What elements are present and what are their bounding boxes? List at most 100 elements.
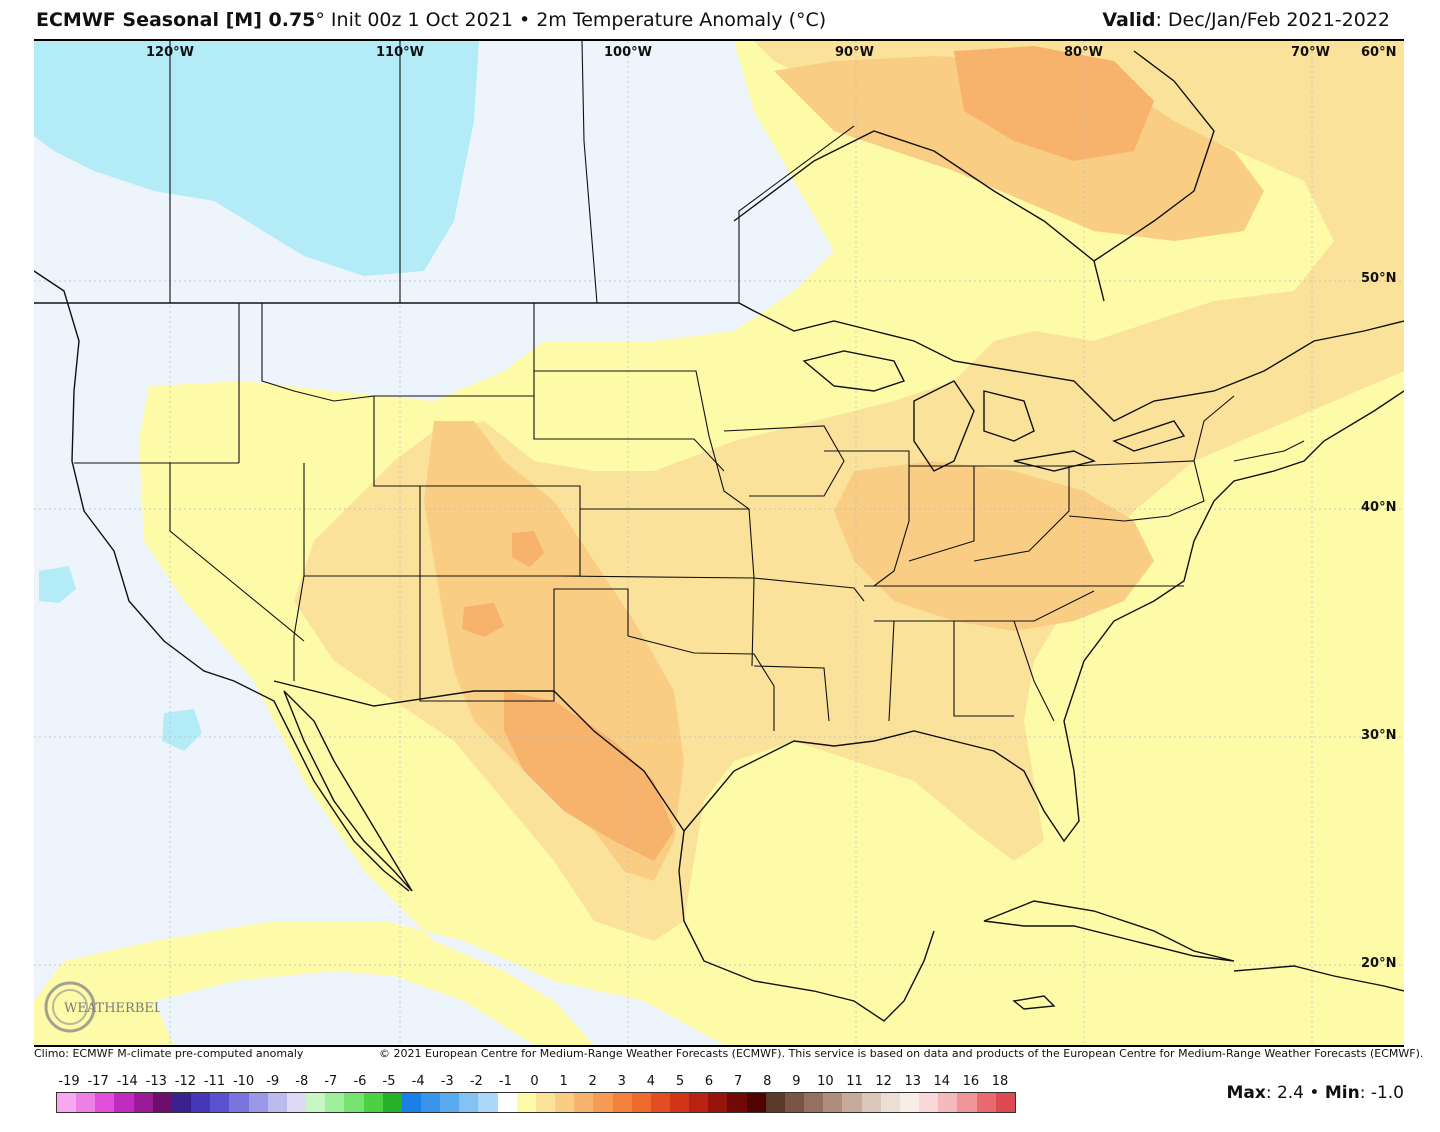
colorbar-tick-label: 10 (817, 1074, 834, 1089)
valid-period: Valid: Dec/Jan/Feb 2021-2022 (1102, 9, 1390, 31)
model-degree: ° (315, 9, 325, 31)
colorbar-swatch (344, 1093, 364, 1112)
colorbar-swatch (593, 1093, 613, 1112)
colorbar-swatch (191, 1093, 211, 1112)
colorbar-tick-label: 6 (704, 1074, 714, 1089)
lat-label-50n: 50°N (1361, 271, 1397, 286)
colorbar-swatch (401, 1093, 421, 1112)
colorbar-swatch (382, 1093, 402, 1112)
max-min-stats: Max: 2.4 • Min: -1.0 (1226, 1083, 1404, 1103)
colorbar-tick-label: 16 (962, 1074, 980, 1089)
map-title: ECMWF Seasonal [M] 0.75° Init 00z 1 Oct … (36, 9, 826, 31)
cool-anomaly-area-pacific (162, 709, 202, 751)
colorbar-swatch (229, 1093, 249, 1112)
colorbar-swatch (784, 1093, 805, 1112)
colorbar-swatch (880, 1093, 900, 1112)
colorbar-swatch (823, 1093, 843, 1112)
colorbar-swatch (420, 1093, 441, 1112)
colorbar-swatch (995, 1093, 1015, 1112)
colorbar-swatch (804, 1093, 824, 1112)
colorbar-swatch (267, 1093, 287, 1112)
lat-label-40n: 40°N (1361, 500, 1397, 515)
lon-label-100w: 100°W (604, 45, 652, 60)
lat-label-20n: 20°N (1361, 956, 1397, 971)
map-canvas (34, 41, 1404, 1045)
colorbar-swatch (459, 1093, 479, 1112)
colorbar-swatch (152, 1093, 172, 1112)
lat-label-30n: 30°N (1361, 728, 1397, 743)
valid-label: Valid (1102, 9, 1156, 31)
colorbar-tick-label: -8 (295, 1074, 309, 1089)
colorbar-swatch (976, 1093, 996, 1112)
colorbar-tick-label: -10 (232, 1074, 255, 1089)
colorbar-tick-label: -3 (440, 1074, 454, 1089)
colorbar-tick-label: 2 (588, 1074, 597, 1089)
colorbar-swatch (842, 1093, 862, 1112)
colorbar-swatch (957, 1093, 977, 1112)
colorbar-swatch (57, 1093, 77, 1112)
colorbar-tick-label: -5 (382, 1074, 396, 1089)
lon-label-120w: 120°W (146, 45, 194, 60)
warm-anomaly-strong-3 (834, 461, 1154, 631)
colorbar-swatch (248, 1093, 268, 1112)
colorbar-swatch (114, 1093, 134, 1112)
valid-value: : Dec/Jan/Feb 2021-2022 (1155, 9, 1390, 31)
field-name: 2m Temperature Anomaly (°C) (536, 9, 827, 31)
colorbar-tick-label: 5 (675, 1074, 685, 1089)
cool-anomaly-area-small (39, 566, 76, 603)
anomaly-map (34, 39, 1404, 1047)
colorbar-tick-label: -19 (58, 1074, 80, 1089)
colorbar-swatch (306, 1093, 326, 1112)
colorbar-tick-label: -2 (469, 1074, 483, 1089)
colorbar-swatch (171, 1093, 192, 1112)
colorbar-tick-label: 3 (617, 1074, 626, 1089)
colorbar-swatch (919, 1093, 939, 1112)
colorbar-swatch (708, 1093, 728, 1112)
lon-label-70w: 70°W (1291, 45, 1330, 60)
lon-label-80w: 80°W (1064, 45, 1103, 60)
colorbar-tick-label: -7 (324, 1074, 338, 1089)
colorbar-swatch (670, 1093, 690, 1112)
min-label: Min (1324, 1083, 1360, 1103)
colorbar-tick-label: 18 (991, 1074, 1009, 1089)
warm-anomaly-max-3 (512, 531, 544, 567)
colorbar-swatch (325, 1093, 345, 1112)
colorbar-tick-label: 7 (734, 1074, 743, 1089)
colorbar-tick-label: -12 (174, 1074, 196, 1089)
colorbar-swatch (478, 1093, 498, 1112)
colorbar-swatch (631, 1093, 651, 1112)
colorbar-tick-label: 4 (646, 1074, 656, 1089)
stats-separator: • (1303, 1083, 1325, 1103)
warm-anomaly-max (954, 46, 1154, 161)
colorbar-tick-label: 12 (875, 1074, 892, 1089)
init-time: Init 00z 1 Oct 2021 (324, 9, 513, 31)
colorbar-swatch (765, 1093, 785, 1112)
copyright-note: © 2021 European Centre for Medium-Range … (379, 1047, 1424, 1060)
lon-label-90w: 90°W (835, 45, 874, 60)
model-name: ECMWF Seasonal [M] 0.75 (36, 9, 316, 31)
colorbar-tick-label: -17 (87, 1074, 109, 1089)
colorbar-tick-label: 0 (530, 1074, 539, 1089)
colorbar-swatch (76, 1093, 96, 1112)
colorbar-tick-label: 1 (559, 1074, 568, 1089)
title-separator: • (512, 9, 537, 31)
warm-anomaly-max-2 (504, 691, 674, 861)
colorbar-swatch (746, 1093, 766, 1112)
colorbar-swatch (133, 1093, 153, 1112)
colorbar-swatch (95, 1093, 115, 1112)
colorbar-swatch (516, 1093, 536, 1112)
logo-text: WEATHERBELL (64, 1001, 160, 1016)
borders (34, 50, 1404, 1022)
colorbar-tick-label: -13 (145, 1074, 167, 1089)
colorbar-tick-label: 11 (846, 1074, 863, 1089)
colorbar-tick-label: -1 (498, 1074, 512, 1089)
colorbar-swatch (210, 1093, 230, 1112)
colorbar-tick-label: -11 (203, 1074, 226, 1089)
lat-label-60n: 60°N (1361, 45, 1397, 60)
state-province-lines (74, 41, 1305, 731)
colorbar-swatch (612, 1093, 632, 1112)
colorbar-tick-label: 9 (792, 1074, 801, 1089)
colorbar-swatch (440, 1093, 460, 1112)
colorbar-tick-label: 8 (763, 1074, 772, 1089)
colorbar-swatch (727, 1093, 747, 1112)
